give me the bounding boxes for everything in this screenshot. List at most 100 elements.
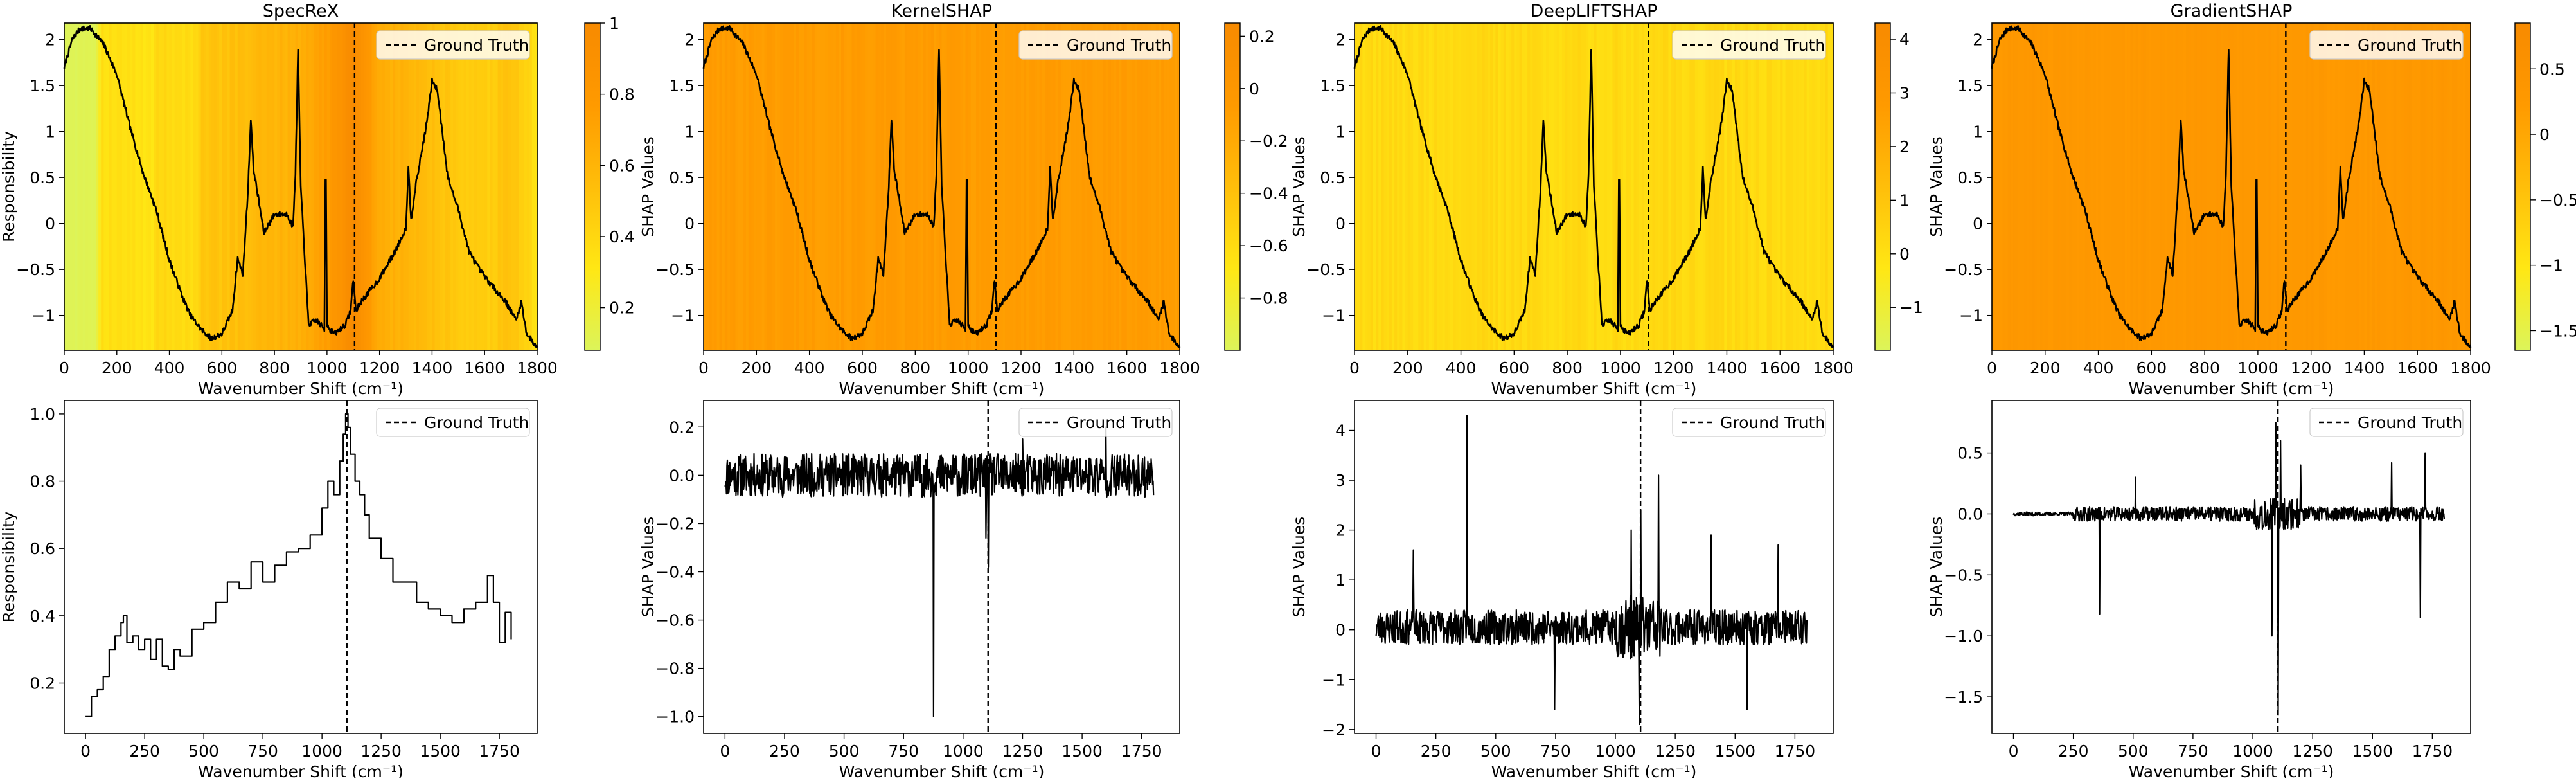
gradientshap-line-ytick-label: −1.5 <box>1944 688 1983 706</box>
deepliftshap-heatmap-heat-stripe <box>1615 23 1619 350</box>
gradientshap-heatmap-xlabel: Wavenumber Shift (cm⁻¹) <box>2129 379 2334 398</box>
deepliftshap-heatmap-heat-stripe <box>1596 23 1600 350</box>
kernelshap-heatmap-heat-stripe <box>931 23 934 350</box>
kernelshap-heatmap-heat-stripe <box>870 23 874 350</box>
kernelshap-heatmap-heat-stripe <box>1108 23 1112 350</box>
kernelshap-heatmap-heat-stripe <box>709 23 713 350</box>
kernelshap-heatmap-colorbar-tick-label: −0.8 <box>1249 289 1288 308</box>
specrex-heatmap-heat-stripe <box>222 23 226 350</box>
deepliftshap-heatmap-heat-stripe <box>1774 23 1778 350</box>
deepliftshap-heatmap-heat-stripe <box>1825 23 1829 350</box>
kernelshap-heatmap-heat-stripe <box>743 23 747 350</box>
gradientshap-heatmap-colorbar-tick-label: −1.5 <box>2539 321 2576 340</box>
specrex-heatmap-heat-stripe <box>169 23 173 350</box>
kernelshap-heatmap-heat-stripe <box>1132 23 1135 350</box>
kernelshap-heatmap-heat-stripe <box>1153 23 1157 350</box>
deepliftshap-heatmap-heat-stripe <box>1780 23 1784 350</box>
gradientshap-heatmap-heat-stripe <box>2124 23 2128 350</box>
specrex-heatmap-heat-stripe <box>487 23 491 350</box>
deepliftshap-heatmap-heat-stripe <box>1370 23 1374 350</box>
gradientshap-heatmap-heat-stripe <box>2183 23 2187 350</box>
deepliftshap-heatmap-heat-stripe <box>1479 23 1483 350</box>
deepliftshap-heatmap-heat-stripe <box>1591 23 1595 350</box>
gradientshap-heatmap-heat-stripe <box>2399 23 2403 350</box>
gradientshap-heatmap-heat-stripe <box>2244 23 2248 350</box>
specrex-heatmap-heat-stripe <box>211 23 215 350</box>
deepliftshap-heatmap-heat-stripe <box>1471 23 1475 350</box>
gradientshap-heatmap-heat-stripe <box>2268 23 2272 350</box>
specrex-heatmap-heat-stripe <box>301 23 304 350</box>
kernelshap-heatmap-heat-stripe <box>928 23 932 350</box>
specrex-heatmap-xtick-label: 1200 <box>359 359 400 377</box>
kernelshap-heatmap-heat-stripe <box>1021 23 1024 350</box>
deepliftshap-heatmap-heat-stripe <box>1577 23 1581 350</box>
deepliftshap-heatmap-heat-stripe <box>1713 23 1717 350</box>
deepliftshap-line-ytick-label: −2 <box>1322 721 1346 739</box>
kernelshap-heatmap-heat-stripe <box>899 23 903 350</box>
kernelshap-heatmap-heat-stripe <box>814 23 818 350</box>
kernelshap-heatmap-heat-stripe <box>1174 23 1178 350</box>
gradientshap-heatmap-heat-stripe <box>2266 23 2270 350</box>
specrex-heatmap-heat-stripe <box>348 23 351 350</box>
specrex-line-xtick-label: 1250 <box>360 742 402 760</box>
kernelshap-heatmap-heat-stripe <box>1159 23 1162 350</box>
deepliftshap-heatmap-heat-stripe <box>1357 23 1361 350</box>
specrex-heatmap-heat-stripe <box>519 23 522 350</box>
specrex-heatmap-heat-stripe <box>266 23 270 350</box>
specrex-heatmap-heat-stripe <box>219 23 223 350</box>
kernelshap-line-xtick-label: 1000 <box>943 742 984 760</box>
gradientshap-heatmap-heat-stripe <box>2032 23 2036 350</box>
gradientshap-heatmap-heat-stripe <box>2151 23 2155 350</box>
specrex-heatmap-heat-stripe <box>269 23 272 350</box>
deepliftshap-heatmap-heat-stripe <box>1434 23 1438 350</box>
gradientshap-heatmap-heat-stripe <box>2093 23 2097 350</box>
specrex-heatmap-heat-stripe <box>445 23 449 350</box>
deepliftshap-line-legend-label: Ground Truth <box>1720 413 1825 432</box>
gradientshap-heatmap-heat-stripe <box>2217 23 2221 350</box>
gradientshap-heatmap-heat-stripe <box>2189 23 2192 350</box>
specrex-heatmap-xtick-label: 1000 <box>306 359 348 377</box>
gradientshap-heatmap-heat-stripe <box>2263 23 2267 350</box>
kernelshap-heatmap-heat-stripe <box>806 23 810 350</box>
deepliftshap-heatmap-heat-stripe <box>1372 23 1376 350</box>
kernelshap-heatmap-heat-stripe <box>841 23 844 350</box>
kernelshap-heatmap-heat-stripe <box>984 23 988 350</box>
kernelshap-heatmap-heat-stripe <box>849 23 853 350</box>
deepliftshap-heatmap-heat-stripe <box>1687 23 1691 350</box>
deepliftshap-heatmap-heat-stripe <box>1649 23 1653 350</box>
deepliftshap-heatmap-heat-stripe <box>1362 23 1366 350</box>
gradientshap-heatmap-heat-stripe <box>2313 23 2317 350</box>
gradientshap-heatmap-heat-stripe <box>2162 23 2165 350</box>
kernelshap-heatmap-heat-stripe <box>1142 23 1146 350</box>
specrex-line-ytick-label: 1.0 <box>30 405 55 424</box>
specrex-heatmap-heat-stripe <box>447 23 451 350</box>
gradientshap-heatmap-heat-stripe <box>2119 23 2123 350</box>
specrex-heatmap-ylabel: Responsibility <box>0 131 18 242</box>
gradientshap-heatmap-heat-stripe <box>2050 23 2054 350</box>
gradientshap-heatmap-ytick-label: 1 <box>1973 123 1983 141</box>
deepliftshap-heatmap-heat-stripe <box>1806 23 1810 350</box>
deepliftshap-heatmap-ytick-label: −0.5 <box>1306 260 1346 279</box>
kernelshap-heatmap-ytick-label: 0 <box>684 215 695 233</box>
gradientshap-heatmap-heat-stripe <box>2247 23 2251 350</box>
kernelshap-heatmap-heat-stripe <box>748 23 752 350</box>
deepliftshap-line-xtick-label: 1500 <box>1714 742 1755 760</box>
specrex-heatmap-heat-stripe <box>482 23 486 350</box>
specrex-heatmap-heat-stripe <box>256 23 260 350</box>
specrex-heatmap-heat-stripe <box>172 23 175 350</box>
deepliftshap-heatmap-heat-stripe <box>1535 23 1539 350</box>
gradientshap-heatmap-heat-stripe <box>2297 23 2301 350</box>
gradientshap-heatmap-heat-stripe <box>2005 23 2009 350</box>
specrex-heatmap-heat-stripe <box>508 23 511 350</box>
gradientshap-heatmap-legend-label: Ground Truth <box>2358 36 2462 55</box>
kernelshap-heatmap-heat-stripe <box>764 23 768 350</box>
gradientshap-heatmap-heat-stripe <box>2143 23 2147 350</box>
deepliftshap-line-panel: 0 250 500 750 1000 1250 1500 1750 −2 −1 0 1 2 3 4 Waven… <box>1290 400 1834 781</box>
deepliftshap-heatmap-heat-stripe <box>1769 23 1773 350</box>
specrex-heatmap-heat-stripe <box>182 23 186 350</box>
specrex-heatmap-heat-stripe <box>96 23 99 350</box>
gradientshap-heatmap-heat-stripe <box>2210 23 2214 350</box>
kernelshap-heatmap-heat-stripe <box>812 23 815 350</box>
gradientshap-heatmap-heat-stripe <box>2422 23 2426 350</box>
gradientshap-heatmap-heat-stripe <box>2334 23 2338 350</box>
